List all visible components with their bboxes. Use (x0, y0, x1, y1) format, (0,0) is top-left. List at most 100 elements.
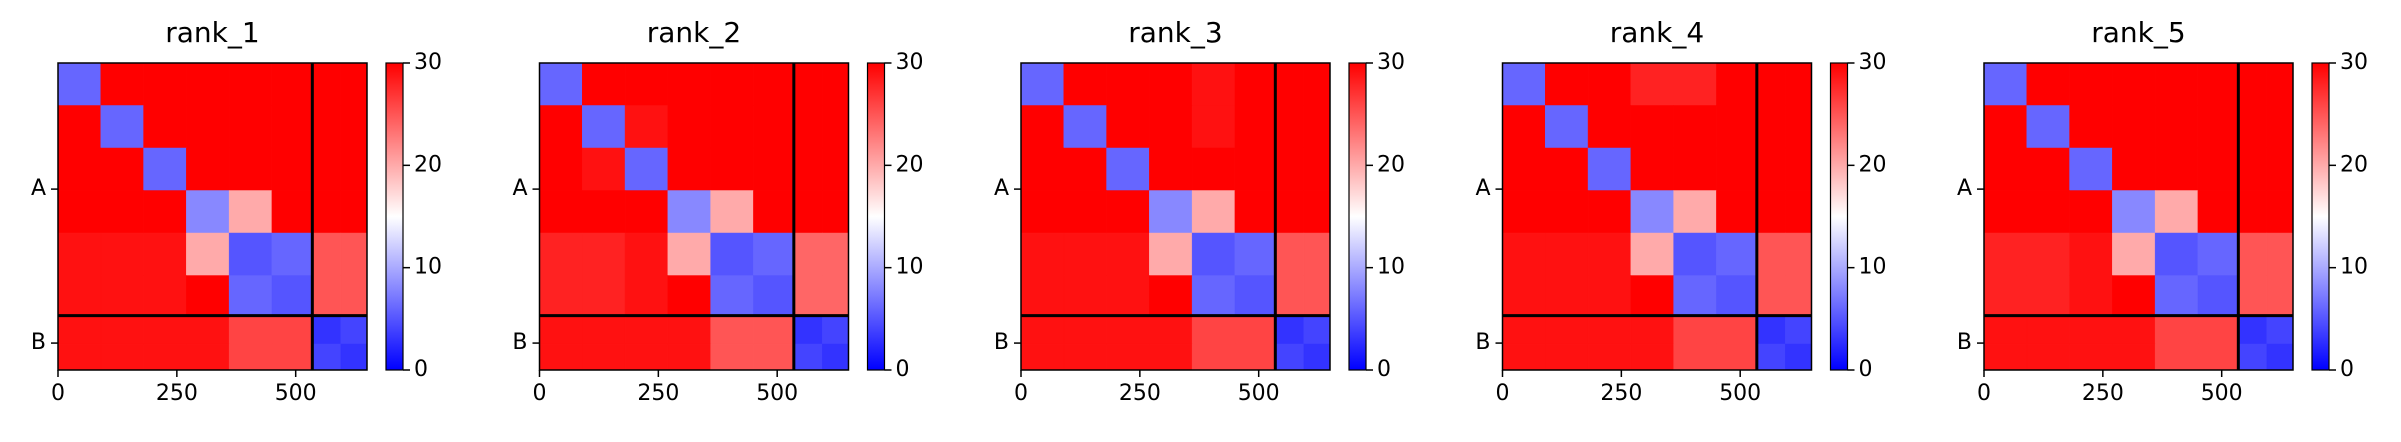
heatmap-cell (539, 343, 583, 371)
heatmap-cell (1673, 275, 1717, 316)
heatmap-cell (1502, 275, 1546, 316)
heatmap-cell (1785, 190, 1812, 234)
heatmap-cell (1545, 105, 1589, 149)
heatmap-cell (710, 315, 754, 345)
x-tick-label: 250 (1119, 381, 1161, 406)
x-tick-label: 500 (1719, 381, 1761, 406)
heatmap-cell (1106, 62, 1150, 106)
x-tick-label: 0 (533, 381, 547, 406)
plot-frame (1020, 62, 1331, 371)
heatmap-cell (1587, 147, 1632, 191)
x-tick-label: 250 (1600, 381, 1642, 406)
heatmap-cell (1063, 315, 1107, 345)
heatmap-cell (1983, 190, 2028, 234)
heatmap-cell (186, 147, 230, 191)
colorbar-tick-label: 30 (414, 50, 442, 75)
chart-title: rank_2 (647, 16, 741, 49)
heatmap-cell (1234, 315, 1276, 345)
heatmap-cell (667, 315, 711, 345)
heatmap-cell (1756, 315, 1786, 345)
colorbar-tick-label: 10 (2340, 255, 2368, 280)
colorbar (1348, 62, 1367, 371)
heatmap-cell (1303, 147, 1331, 191)
heatmap-cell (822, 147, 849, 191)
heatmap-cell (2154, 190, 2199, 234)
heatmap-cell (2112, 62, 2156, 106)
x-tick-label: 500 (2201, 381, 2243, 406)
heatmap-cell (753, 232, 795, 276)
heatmap-cell (2154, 232, 2199, 276)
heatmap-cell (271, 275, 313, 316)
heatmap-cell (2197, 147, 2239, 191)
heatmap-cell (186, 232, 230, 276)
heatmap-cell (1545, 190, 1589, 234)
heatmap-cell (624, 105, 669, 149)
heatmap-cell (1106, 147, 1150, 191)
heatmap-cell (143, 315, 187, 345)
heatmap-cell (822, 232, 849, 276)
heatmap-cell (2266, 190, 2294, 234)
colorbar-tick-label: 10 (1859, 255, 1887, 280)
heatmap-cell (2026, 343, 2070, 371)
x-tick-label: 500 (756, 381, 798, 406)
heatmap-cell (143, 275, 187, 316)
heatmap-cell (2069, 315, 2113, 345)
heatmap-cell (1106, 275, 1150, 316)
heatmap-cell (2266, 275, 2294, 316)
heatmap-cell (2026, 275, 2070, 316)
heatmap-cell (1275, 343, 1305, 371)
heatmap-cell (1303, 275, 1331, 316)
heatmap-cell (822, 62, 849, 106)
heatmap-cell (186, 275, 230, 316)
heatmap-cell (1191, 315, 1236, 345)
heatmap-cell (624, 232, 669, 276)
heatmap-cell (2266, 62, 2294, 106)
colorbar (866, 62, 886, 371)
colorbar-tick-label: 10 (1377, 255, 1405, 280)
heatmap-cell (312, 190, 342, 234)
heatmap-cell (582, 105, 626, 149)
heatmap-cell (539, 315, 583, 345)
heatmap-cell (2154, 147, 2199, 191)
heatmap-cell (2069, 275, 2113, 316)
x-tick-label: 0 (1977, 381, 1991, 406)
heatmap-cell (822, 190, 849, 234)
heatmap-cell (1149, 343, 1193, 371)
heatmap-cell (2154, 105, 2199, 149)
heatmap-cell (2197, 343, 2239, 371)
heatmap-cell (1502, 62, 1546, 106)
heatmap-cell (312, 343, 342, 371)
heatmap-cell (582, 232, 626, 276)
heatmap-cell (1983, 105, 2028, 149)
heatmap-cell (1756, 343, 1786, 371)
heatmap-cell (2154, 315, 2199, 345)
heatmap-cell (667, 343, 711, 371)
heatmap-cell (1673, 147, 1717, 191)
heatmap-cell (1020, 147, 1065, 191)
heatmap-cell (143, 105, 187, 149)
heatmap-cell (2266, 147, 2294, 191)
y-tick-label: B (1957, 330, 1972, 355)
x-tick-label: 500 (1238, 381, 1280, 406)
heatmap-cell (1303, 232, 1331, 276)
heatmap-cell (1587, 232, 1632, 276)
heatmap-cell (57, 315, 102, 345)
heatmap-cell (271, 62, 313, 106)
x-tick-label: 0 (1496, 381, 1510, 406)
chart-title: rank_5 (2091, 16, 2185, 49)
x-tick-label: 500 (275, 381, 317, 406)
heatmap-cell (2197, 275, 2239, 316)
heatmap-cell (2238, 232, 2268, 276)
heatmap-cell (539, 105, 583, 149)
heatmap-cell (100, 343, 144, 371)
heatmap-cell (1545, 343, 1589, 371)
heatmap-cell (1063, 190, 1107, 234)
heatmap-cell (753, 105, 795, 149)
plot-frame (1983, 62, 2294, 371)
heatmap-cell (2197, 62, 2239, 106)
heatmap-cell (1756, 62, 1786, 106)
heatmap-cell (793, 147, 823, 191)
heatmap-cell (1502, 343, 1546, 371)
heatmap-cell (667, 232, 711, 276)
